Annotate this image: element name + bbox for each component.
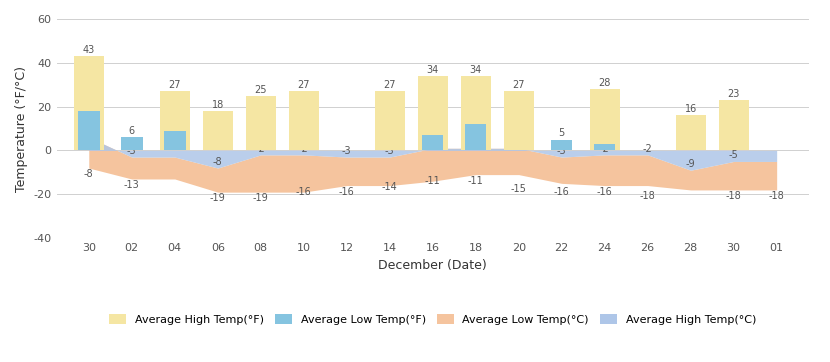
Legend: Average High Temp(°F), Average Low Temp(°F), Average Low Temp(°C), Average High : Average High Temp(°F), Average Low Temp(…	[105, 310, 760, 329]
Text: 3: 3	[602, 133, 608, 143]
Bar	[417, 76, 447, 151]
Text: -11: -11	[468, 176, 484, 186]
Text: -9: -9	[686, 159, 696, 169]
Text: 34: 34	[427, 65, 439, 75]
Text: -2: -2	[600, 144, 609, 154]
Text: -18: -18	[769, 191, 784, 201]
Text: 5: 5	[559, 129, 565, 138]
Bar	[504, 91, 534, 151]
Text: 27: 27	[297, 80, 310, 90]
Text: -2: -2	[642, 144, 652, 154]
Text: -16: -16	[339, 187, 354, 197]
Text: -8: -8	[84, 169, 94, 179]
Text: -5: -5	[729, 150, 739, 160]
Text: 9: 9	[172, 120, 178, 130]
Bar	[289, 91, 319, 151]
Bar	[465, 124, 486, 151]
Text: -19: -19	[253, 193, 269, 203]
Text: 23: 23	[727, 89, 740, 99]
Text: 43: 43	[83, 45, 95, 55]
Bar	[676, 115, 706, 151]
Text: 6: 6	[85, 126, 92, 136]
Bar	[594, 144, 615, 151]
Y-axis label: Temperature (°F/°C): Temperature (°F/°C)	[15, 66, 28, 191]
Text: 27: 27	[168, 80, 181, 90]
Text: 1: 1	[430, 137, 436, 147]
Text: -3: -3	[342, 146, 352, 156]
Bar	[203, 111, 232, 151]
Text: -3: -3	[557, 146, 567, 156]
Bar	[589, 89, 620, 151]
Bar	[74, 56, 104, 151]
Text: 7: 7	[430, 124, 436, 134]
Text: 1: 1	[472, 137, 479, 147]
Text: -11: -11	[425, 176, 441, 186]
Text: -16: -16	[295, 187, 311, 197]
Text: -2: -2	[256, 144, 266, 154]
Text: -13: -13	[124, 180, 139, 190]
Text: 6: 6	[129, 126, 134, 136]
Bar	[422, 135, 443, 151]
Text: 16: 16	[685, 104, 697, 114]
Text: 18: 18	[83, 100, 95, 110]
Text: -18: -18	[640, 191, 656, 201]
Text: 25: 25	[255, 85, 267, 94]
Text: -8: -8	[213, 157, 222, 167]
Text: 27: 27	[383, 80, 396, 90]
Text: 12: 12	[470, 113, 482, 123]
Text: -3: -3	[127, 146, 137, 156]
Bar	[551, 139, 573, 151]
Bar	[246, 96, 276, 151]
X-axis label: December (Date): December (Date)	[378, 258, 487, 272]
Bar	[719, 100, 749, 151]
Text: -18: -18	[725, 191, 741, 201]
Bar	[461, 76, 491, 151]
Text: 1: 1	[515, 137, 522, 147]
Text: 18: 18	[212, 100, 224, 110]
Bar	[374, 91, 405, 151]
Text: -15: -15	[510, 185, 527, 194]
Bar	[159, 91, 190, 151]
Text: -2: -2	[299, 144, 309, 154]
Bar	[164, 131, 186, 151]
Bar	[78, 111, 100, 151]
Text: -19: -19	[210, 193, 226, 203]
Text: -16: -16	[597, 187, 613, 197]
Text: -16: -16	[554, 187, 569, 197]
Text: -3: -3	[385, 146, 394, 156]
Text: 28: 28	[598, 78, 611, 88]
Bar	[121, 137, 143, 151]
Text: 34: 34	[470, 65, 482, 75]
Text: 27: 27	[512, 80, 525, 90]
Text: -14: -14	[382, 182, 398, 192]
